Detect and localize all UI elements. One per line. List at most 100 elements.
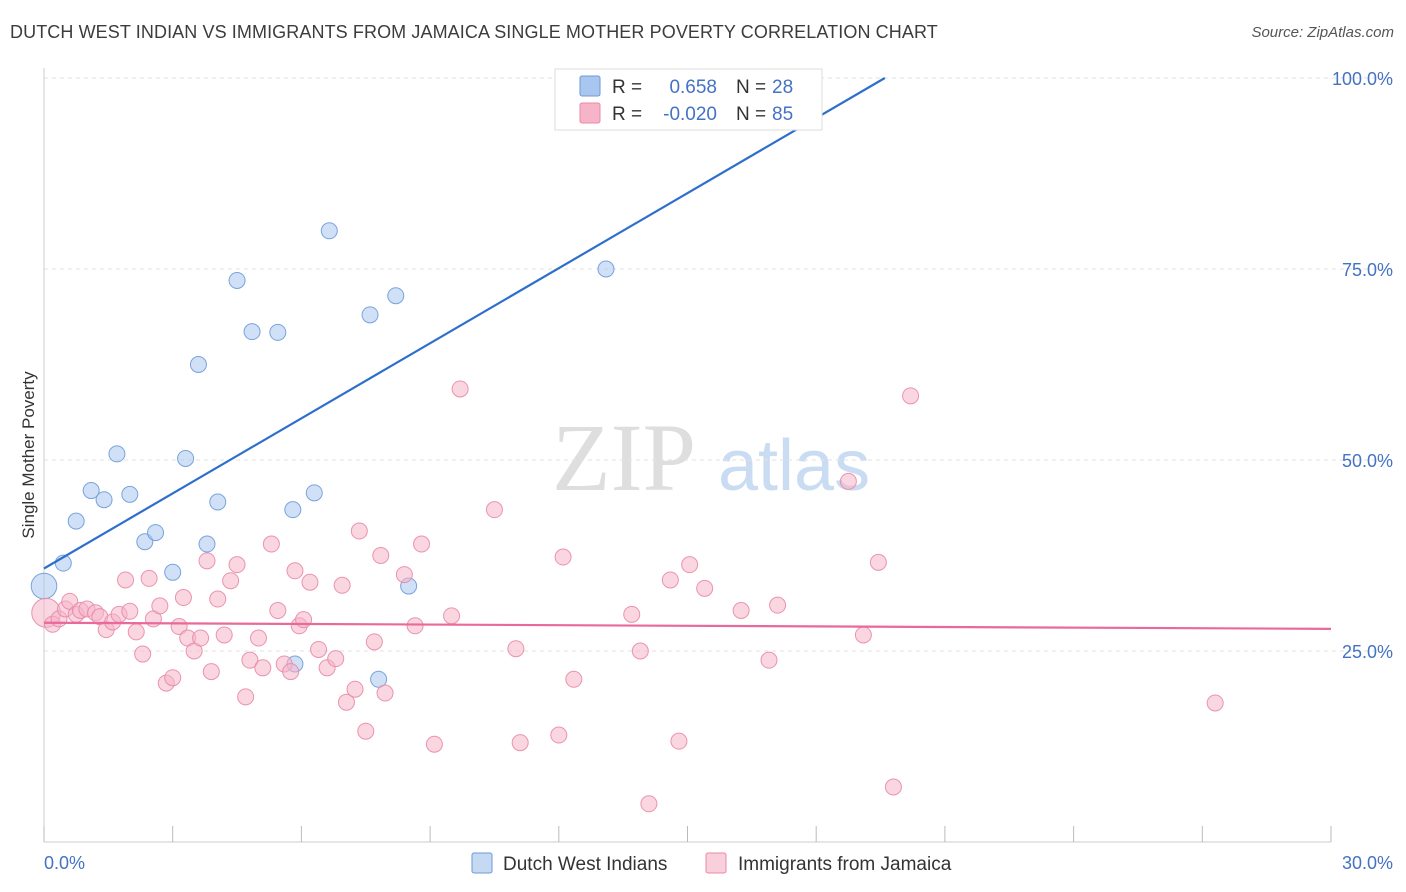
point-immigrants-jamaica — [854, 626, 872, 644]
point-immigrants-jamaica — [295, 611, 313, 629]
x-tick-label-min: 0.0% — [44, 853, 85, 873]
trend-line-dutch-west-indians — [43, 77, 886, 570]
point-dutch-west-indians — [108, 445, 126, 463]
point-immigrants-jamaica — [443, 607, 461, 625]
series-legend: Dutch West Indians Immigrants from Jamai… — [471, 852, 952, 875]
point-immigrants-jamaica — [202, 663, 220, 681]
point-immigrants-jamaica — [237, 688, 255, 706]
point-dutch-west-indians — [243, 323, 261, 341]
point-immigrants-jamaica — [661, 571, 679, 589]
trend-lines — [43, 77, 1332, 630]
point-immigrants-jamaica — [640, 795, 658, 813]
point-immigrants-jamaica — [869, 553, 887, 571]
legend-swatch-blue — [579, 75, 601, 97]
point-dutch-west-indians — [95, 491, 113, 509]
stats-legend: R = 0.658 N = 28 R = -0.020 N = 85 — [554, 68, 823, 131]
point-immigrants-jamaica — [732, 602, 750, 620]
point-immigrants-jamaica — [425, 735, 443, 753]
point-immigrants-jamaica — [681, 556, 699, 574]
legend-r-value-2: -0.020 — [663, 104, 717, 125]
point-immigrants-jamaica — [511, 734, 529, 752]
x-tick-label-max: 30.0% — [1342, 853, 1393, 873]
point-immigrants-jamaica — [127, 623, 145, 641]
point-immigrants-jamaica — [215, 626, 233, 644]
point-dutch-west-indians — [189, 356, 207, 373]
point-dutch-west-indians — [387, 287, 405, 305]
series-legend-swatch-blue — [471, 852, 493, 874]
point-immigrants-jamaica — [769, 596, 787, 614]
y-axis-title: Single Mother Poverty — [19, 371, 38, 539]
point-immigrants-jamaica — [254, 659, 272, 677]
point-dutch-west-indians — [320, 222, 338, 240]
point-dutch-west-indians — [305, 484, 323, 502]
point-immigrants-jamaica — [376, 684, 394, 702]
trend-line-immigrants-jamaica — [43, 621, 1332, 630]
point-dutch-west-indians — [597, 260, 615, 278]
point-immigrants-jamaica — [209, 590, 227, 608]
x-ticks — [43, 826, 1332, 842]
point-immigrants-jamaica — [282, 663, 300, 681]
point-immigrants-jamaica — [269, 602, 287, 620]
point-dutch-west-indians — [361, 306, 379, 324]
watermark-atlas: atlas — [718, 426, 870, 506]
point-immigrants-jamaica — [550, 726, 568, 744]
point-immigrants-jamaica — [760, 651, 778, 669]
point-dutch-west-indians — [30, 572, 58, 600]
point-immigrants-jamaica — [413, 535, 431, 553]
point-immigrants-jamaica — [670, 732, 688, 750]
legend-r-value-1: 0.658 — [669, 77, 717, 98]
point-immigrants-jamaica — [117, 571, 135, 589]
point-dutch-west-indians — [370, 670, 388, 688]
point-dutch-west-indians — [82, 482, 100, 500]
point-dutch-west-indians — [121, 485, 139, 503]
point-immigrants-jamaica — [623, 605, 641, 623]
legend-n-label-1: N = — [736, 77, 766, 98]
point-dutch-west-indians — [67, 512, 85, 530]
y-tick-label: 75.0% — [1342, 260, 1393, 280]
legend-swatch-pink — [579, 102, 601, 124]
point-immigrants-jamaica — [337, 693, 355, 711]
point-dutch-west-indians — [284, 501, 302, 519]
point-immigrants-jamaica — [372, 547, 390, 564]
point-immigrants-jamaica — [222, 572, 240, 590]
point-immigrants-jamaica — [310, 640, 328, 658]
series-legend-label-pink: Immigrants from Jamaica — [738, 854, 952, 875]
point-immigrants-jamaica — [286, 562, 304, 580]
point-immigrants-jamaica — [198, 552, 216, 570]
point-immigrants-jamaica — [164, 669, 182, 687]
point-immigrants-jamaica — [631, 642, 649, 660]
y-tick-label: 25.0% — [1342, 642, 1393, 662]
point-immigrants-jamaica — [485, 501, 503, 519]
point-dutch-west-indians — [164, 563, 182, 581]
point-immigrants-jamaica — [327, 650, 345, 668]
point-immigrants-jamaica — [140, 569, 158, 587]
point-immigrants-jamaica — [554, 548, 572, 566]
point-immigrants-jamaica — [346, 680, 364, 698]
point-immigrants-jamaica — [151, 597, 169, 615]
point-immigrants-jamaica — [250, 629, 267, 647]
point-immigrants-jamaica — [228, 556, 246, 574]
point-immigrants-jamaica — [696, 579, 714, 597]
point-immigrants-jamaica — [406, 617, 424, 635]
point-immigrants-jamaica — [884, 778, 902, 796]
point-immigrants-jamaica — [174, 589, 192, 607]
point-immigrants-jamaica — [333, 576, 351, 594]
point-immigrants-jamaica — [395, 566, 413, 584]
legend-n-value-2: 85 — [772, 104, 793, 125]
point-immigrants-jamaica — [365, 633, 383, 651]
point-immigrants-jamaica — [241, 651, 259, 669]
point-immigrants-jamaica — [357, 722, 375, 740]
watermark-zip: ZIP — [552, 404, 696, 511]
point-immigrants-jamaica — [134, 645, 152, 663]
point-immigrants-jamaica — [350, 522, 368, 540]
point-immigrants-jamaica — [507, 640, 525, 658]
y-tick-label: 100.0% — [1332, 69, 1393, 89]
grid-lines — [44, 77, 1394, 652]
point-immigrants-jamaica — [565, 670, 583, 688]
y-tick-labels: 100.0% 75.0% 50.0% 25.0% — [1332, 69, 1393, 662]
legend-n-label-2: N = — [736, 104, 766, 125]
source-label: Source: ZipAtlas.com — [1251, 24, 1394, 41]
point-immigrants-jamaica — [839, 472, 857, 490]
point-immigrants-jamaica — [451, 380, 469, 398]
